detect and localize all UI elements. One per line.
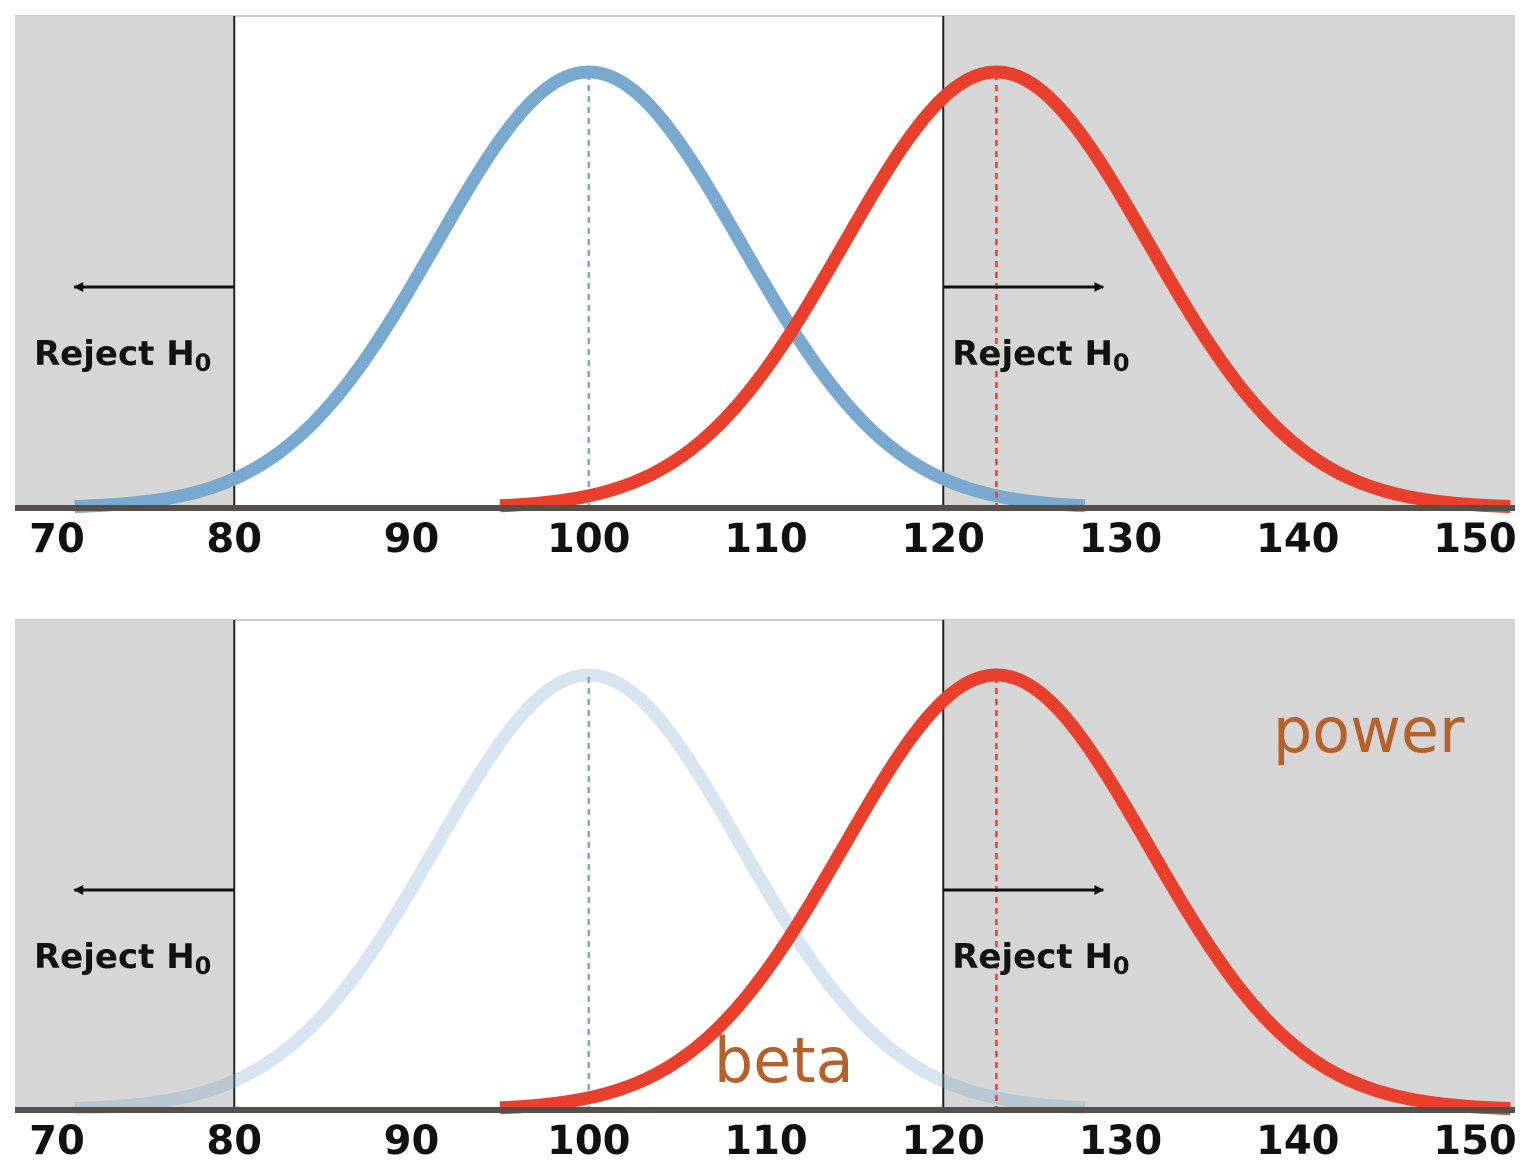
chart-panel-1: 70 80 90 100 110 120 130 140 150 Reject H0 Reject … [15,15,1517,562]
x-tick-label: 90 [384,516,440,562]
x-tick-label: 110 [724,1118,808,1164]
reject-label-left: Reject H0 [34,937,211,980]
x-tick-label: 100 [547,1118,631,1164]
distribution-curve-null [72,668,1088,1115]
x-tick-label: 70 [29,1118,85,1164]
reject-label-right: Reject H0 [952,937,1129,980]
reject-label-subscript: 0 [1113,349,1130,377]
annotation-beta: beta [714,1024,854,1097]
chart-panel-2: 70 80 90 100 110 120 130 140 150 Reject H0 Reject … [15,619,1517,1164]
x-tick-label: 90 [384,1118,440,1164]
x-tick-label: 130 [1079,516,1163,562]
x-tick-label: 70 [29,516,85,562]
x-tick-label: 80 [206,516,262,562]
distribution-curve-alternative [498,668,1513,1115]
x-tick-label: 140 [1256,516,1340,562]
reject-label-left: Reject H0 [34,334,211,377]
x-tick-label: 120 [902,1118,986,1164]
reject-label-right: Reject H0 [952,334,1129,377]
annotation-power: power [1273,694,1465,767]
x-tick-label: 80 [206,1118,262,1164]
x-tick-label: 110 [724,516,808,562]
distribution-curve-null [72,65,1088,513]
x-tick-label: 150 [1433,1118,1517,1164]
reject-region-right [943,16,1515,508]
x-tick-label: 120 [902,516,986,562]
x-tick-label: 100 [547,516,631,562]
reject-label-subscript: 0 [1113,952,1130,980]
x-tick-label: 150 [1433,516,1517,562]
reject-label-subscript: 0 [195,349,212,377]
reject-region-left [15,16,235,508]
reject-region-left [15,620,235,1110]
x-tick-label: 130 [1079,1118,1163,1164]
x-tick-label: 140 [1256,1118,1340,1164]
reject-region-right [943,620,1515,1110]
reject-label-subscript: 0 [195,952,212,980]
distribution-curve-alternative [498,65,1513,513]
